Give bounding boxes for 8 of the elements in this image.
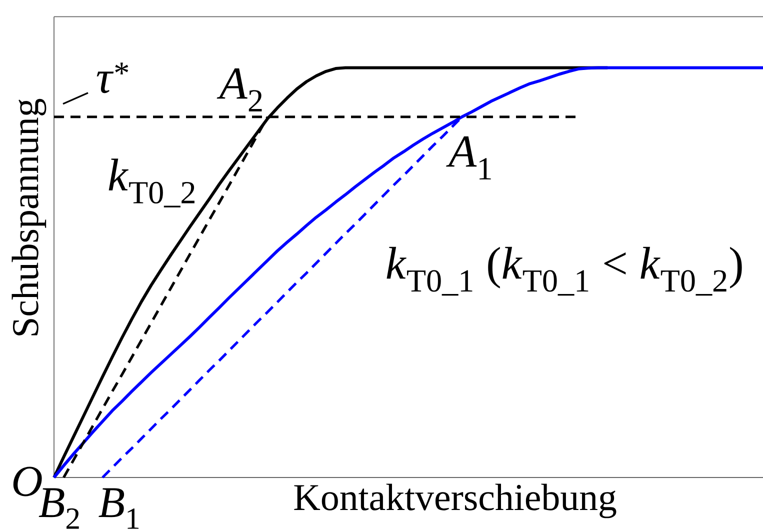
text: k$_{T0_1}$ (k$_{T0_1}$ < k$_{T0_2}$) [386, 246, 742, 296]
annotation: A$_{1}$ [446, 136, 491, 180]
text: B$_{1}$ [98, 488, 139, 529]
legend-label: τ$^{*}$ [96, 62, 128, 94]
x-axis-title: Kontaktverschiebung [294, 484, 616, 518]
annotation: A$_{2}$ [216, 68, 262, 112]
y-axis-title: Schubspannung [12, 98, 46, 336]
series-label: k$_{T0_2}$ [108, 158, 194, 208]
